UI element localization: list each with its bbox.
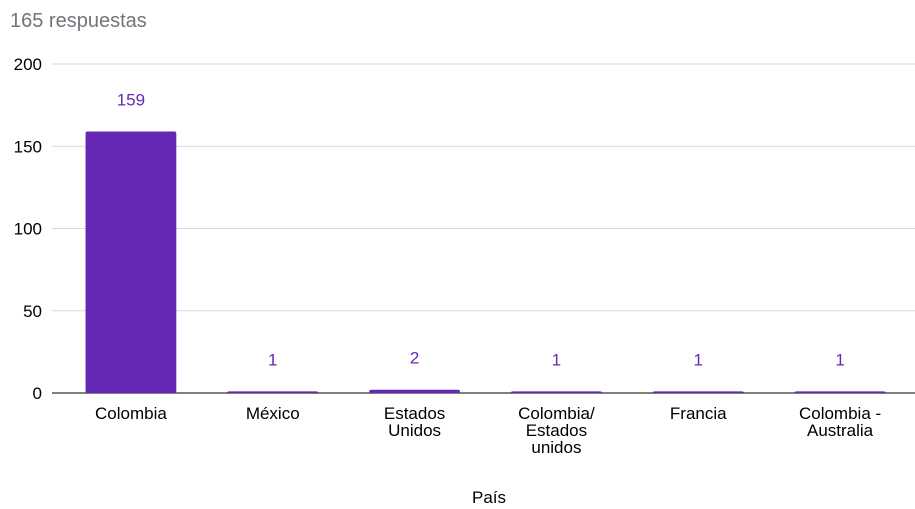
bars [85,131,886,393]
x-category-label: Francia [670,404,727,423]
y-tick-label: 50 [23,302,42,321]
data-label: 1 [552,350,561,369]
y-tick-label: 150 [14,137,42,156]
bar [652,391,744,393]
x-axis-title: País [472,488,506,507]
bar [85,131,177,393]
gridlines [52,63,915,394]
data-label: 1 [694,350,703,369]
y-tick-label: 200 [14,55,42,74]
x-category-label: Colombia/Estados unidos [518,404,595,457]
bar [369,389,460,393]
y-tick-label: 100 [14,220,42,239]
y-axis-ticks: 0 50 100 150 200 [14,55,42,403]
y-tick-label: 0 [33,384,42,403]
x-category-label: Colombia -Australia [799,404,881,440]
x-axis-categories: Colombia México Estados Unidos Colombia/Esta… [95,404,881,457]
x-category-label: Estados Unidos [384,404,445,440]
data-label: 1 [268,350,277,369]
response-count: 165 respuestas [10,10,147,32]
bar [794,391,886,393]
data-labels: 159 1 2 1 1 1 [117,90,845,369]
bar [227,391,319,393]
bar [511,391,602,393]
data-label: 159 [117,90,145,109]
x-category-label: Colombia [95,404,167,423]
data-label: 1 [835,350,844,369]
x-category-label: México [246,404,300,423]
data-label: 2 [410,349,419,368]
